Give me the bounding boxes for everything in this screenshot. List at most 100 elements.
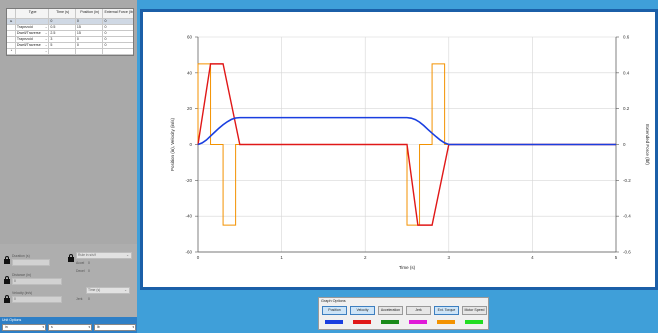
- x-axis-label: Time (s): [399, 265, 416, 270]
- motor-speed-toggle-button[interactable]: Motor Speed: [462, 306, 487, 315]
- jerk-value[interactable]: 0: [88, 297, 90, 301]
- column-header-position[interactable]: Position (in): [76, 9, 104, 18]
- table-row[interactable]: Dwell/Traverse ⌄ 2.5 15 0: [7, 31, 133, 37]
- decel-label: Decel: [76, 269, 85, 273]
- jerk-label: Jerk: [76, 297, 83, 301]
- velocity-field[interactable]: 0: [12, 296, 62, 303]
- cell-type-label: Trapezoid: [16, 25, 33, 29]
- length-unit-select[interactable]: in ▾: [2, 324, 46, 331]
- column-header-time[interactable]: Time (s): [49, 9, 76, 18]
- cell-position[interactable]: 15: [76, 25, 104, 30]
- jerk-toggle-button[interactable]: Jerk: [406, 306, 431, 315]
- cell-type[interactable]: Dwell/Traverse ⌄: [16, 31, 50, 36]
- unit-options: Unit Options in ▾ s ▾ lb ▾: [0, 317, 137, 333]
- force-unit-select[interactable]: lb ▾: [94, 324, 136, 331]
- new-row-marker[interactable]: *: [7, 49, 16, 54]
- cell-force[interactable]: 0: [104, 31, 107, 35]
- cell-type-label: Dwell/Traverse: [16, 43, 41, 47]
- segment-parameters: Duration (s) Rule in s/s/f ⌄ Accel 0 Dece…: [0, 244, 137, 317]
- graph-options-label: Graph Options: [321, 299, 346, 303]
- cell-type[interactable]: [15, 19, 50, 24]
- motion-profile-chart[interactable]: 0 1 2 3 4 5 60 40 20 0 -20 -40 -60 0.6 0.4 0.2 0 -0.2 -0.4…: [143, 12, 655, 287]
- position-toggle-button[interactable]: Position: [322, 306, 347, 315]
- cell-position[interactable]: 15: [76, 31, 104, 36]
- velocity-label: Velocity (in/s): [12, 291, 33, 295]
- new-table-row[interactable]: * ⌄: [7, 49, 133, 55]
- table-row[interactable]: ▸ 0 0 0: [7, 19, 133, 25]
- y-tick-label: -60: [185, 250, 192, 255]
- lock-icon[interactable]: [4, 276, 10, 284]
- y-tick-label: 0: [189, 142, 192, 147]
- ext-torque-toggle-button[interactable]: Ext. Torque: [434, 306, 459, 315]
- chevron-down-icon[interactable]: ⌄: [44, 43, 48, 47]
- distance-label: Distance (in): [12, 273, 32, 277]
- cell-time[interactable]: 0: [49, 19, 76, 24]
- cell-type[interactable]: Dwell/Traverse ⌄: [16, 43, 50, 48]
- chevron-down-icon: ▾: [88, 325, 90, 329]
- table-row[interactable]: Trapezoid ⌄ 0.5 15 0: [7, 25, 133, 31]
- chevron-down-icon[interactable]: ⌄: [44, 49, 48, 53]
- acceleration-color-swatch: [381, 320, 399, 324]
- cell-time[interactable]: 0.5: [49, 25, 76, 30]
- table-header: Type Time (s) Position (in) External For…: [7, 9, 133, 19]
- y-axis-label: Position (in), Velocity (in/s): [170, 117, 175, 171]
- cell-time[interactable]: 2.5: [49, 31, 76, 36]
- segments-table: Type Time (s) Position (in) External For…: [6, 8, 134, 56]
- motor-speed-color-swatch: [465, 320, 483, 324]
- cell-type[interactable]: Trapezoid ⌄: [16, 37, 50, 42]
- acceleration-toggle-button[interactable]: Acceleration: [378, 306, 403, 315]
- accel-value[interactable]: 0: [88, 261, 90, 265]
- cell-time[interactable]: [49, 49, 76, 54]
- y-tick-label: -40: [185, 214, 192, 219]
- lock-icon[interactable]: [68, 254, 74, 262]
- row-selector[interactable]: [7, 25, 16, 30]
- row-selector[interactable]: [7, 37, 16, 42]
- table-row[interactable]: Dwell/Traverse ⌄ 5 0 0: [7, 43, 133, 49]
- rule-select[interactable]: Rule in s/s/f ⌄: [76, 252, 132, 259]
- cell-type-label: Trapezoid: [16, 37, 33, 41]
- chevron-down-icon[interactable]: ⌄: [44, 25, 48, 29]
- velocity-toggle-button[interactable]: Velocity: [350, 306, 375, 315]
- time-unit-value: Time (s): [88, 288, 101, 292]
- cell-time[interactable]: 3: [49, 37, 76, 42]
- y2-tick-label: -0.4: [623, 214, 631, 219]
- cell-force[interactable]: 0: [104, 43, 107, 47]
- y-tick-label: 20: [187, 106, 193, 111]
- x-tick-label: 5: [615, 255, 618, 260]
- velocity-series-line: [197, 63, 616, 226]
- graph-options: Graph Options Position Velocity Accelera…: [318, 297, 489, 330]
- duration-label: Duration (s): [12, 254, 30, 258]
- cell-force[interactable]: 0: [104, 37, 107, 41]
- cell-force[interactable]: 0: [104, 25, 107, 29]
- chevron-down-icon[interactable]: ⌄: [44, 31, 48, 35]
- distance-field[interactable]: 0: [12, 278, 62, 285]
- duration-field[interactable]: [12, 259, 50, 266]
- table-row[interactable]: Trapezoid ⌄ 3 0 0: [7, 37, 133, 43]
- time-unit-select[interactable]: Time (s) ⌄: [86, 287, 130, 294]
- y2-axis-label: Extended Force (lbf): [645, 124, 650, 165]
- time-unit-select[interactable]: s ▾: [48, 324, 92, 331]
- y2-tick-label: -0.2: [623, 178, 631, 183]
- y-tick-label: 60: [187, 35, 193, 40]
- decel-value[interactable]: 0: [88, 269, 90, 273]
- row-selector-marker[interactable]: ▸: [7, 19, 16, 24]
- cell-position[interactable]: 0: [76, 37, 104, 42]
- chevron-down-icon: ▾: [42, 325, 44, 329]
- row-selector[interactable]: [7, 43, 16, 48]
- cell-force[interactable]: [103, 49, 133, 54]
- cell-type[interactable]: Trapezoid ⌄: [16, 25, 50, 30]
- lock-icon[interactable]: [4, 256, 10, 264]
- chevron-down-icon[interactable]: ⌄: [44, 37, 48, 41]
- cell-force[interactable]: 0: [103, 19, 133, 24]
- lock-icon[interactable]: [4, 295, 10, 303]
- cell-type[interactable]: ⌄: [16, 49, 50, 54]
- row-selector[interactable]: [7, 31, 16, 36]
- cell-position[interactable]: [76, 49, 104, 54]
- cell-time[interactable]: 5: [49, 43, 76, 48]
- column-header-type[interactable]: Type: [16, 9, 50, 18]
- column-header-force[interactable]: External Force (lb): [104, 10, 133, 14]
- rule-select-value: Rule in s/s/f: [78, 253, 96, 257]
- cell-position[interactable]: 0: [76, 43, 104, 48]
- accel-label: Accel: [76, 261, 85, 265]
- cell-position[interactable]: 0: [75, 19, 104, 24]
